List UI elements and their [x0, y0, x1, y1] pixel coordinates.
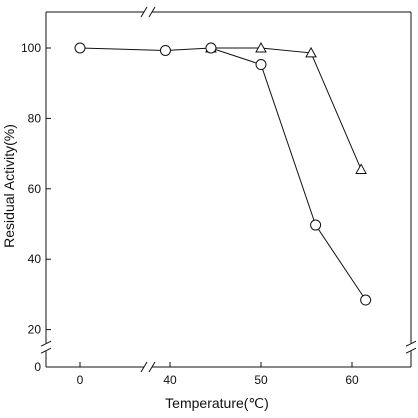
y-break-slash [405, 340, 417, 347]
data-point-circle [205, 42, 217, 54]
data-point-triangle [305, 46, 317, 58]
y-tick-label: 100 [21, 41, 41, 55]
y-break-slash [40, 347, 52, 354]
x-axis-title: Temperature(℃) [165, 395, 269, 411]
x-tick-label: 40 [163, 373, 177, 387]
x-axis-ticks: 0 40 50 60 [77, 362, 359, 387]
y-axis-title: Residual Activity(%) [1, 124, 17, 248]
x-tick-label: 0 [77, 373, 84, 387]
axis-breaks [40, 6, 417, 373]
y-tick-label: 40 [28, 252, 42, 266]
series-circle-line [79, 47, 367, 301]
y-axis-ticks: 0 20 40 60 80 100 [21, 41, 51, 374]
y-tick-label: 20 [28, 323, 42, 337]
data-point-circle [255, 59, 267, 71]
x-break-slash [140, 6, 148, 18]
x-tick-label: 50 [254, 373, 268, 387]
data-point-triangle [355, 163, 367, 174]
data-point-circle [159, 44, 171, 56]
data-point-circle [360, 294, 372, 306]
x-break-slash [140, 361, 148, 373]
data-point-circle [74, 42, 86, 54]
y-tick-label: 0 [34, 360, 41, 374]
data-point-circle [310, 219, 322, 231]
y-break-slash [40, 340, 52, 347]
data-point-triangle [255, 41, 267, 53]
y-break-slash [405, 347, 417, 354]
series-triangle-line [210, 47, 362, 170]
x-break-slash [148, 361, 156, 373]
y-tick-label: 80 [28, 111, 42, 125]
x-tick-label: 60 [345, 373, 359, 387]
plot-frame [45, 11, 412, 368]
series-group [74, 41, 372, 306]
y-tick-label: 60 [28, 182, 42, 196]
x-break-slash [148, 6, 156, 18]
